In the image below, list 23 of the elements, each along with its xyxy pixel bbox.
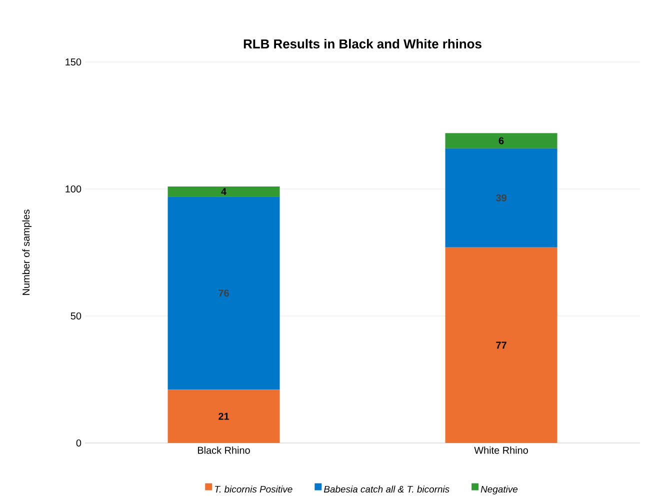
bar bbox=[445, 247, 558, 443]
legend-label: Negative bbox=[480, 486, 518, 494]
y-tick-label: 150 bbox=[66, 58, 82, 66]
bar bbox=[168, 196, 280, 390]
data-label: 21 bbox=[218, 412, 230, 420]
legend-label: T. bicornis Positive bbox=[214, 486, 292, 493]
data-label: 4 bbox=[221, 188, 226, 195]
data-label: 39 bbox=[496, 194, 506, 202]
x-tick-label: White Rhino bbox=[474, 446, 528, 454]
data-label: 6 bbox=[498, 137, 504, 144]
y-tick-label: 50 bbox=[70, 312, 82, 320]
y-axis-title: Number of samples bbox=[22, 210, 32, 295]
bar bbox=[168, 186, 280, 197]
bar bbox=[445, 133, 558, 148]
legend-label: Babesia catch all & T. bicornis bbox=[324, 486, 450, 493]
data-label: 76 bbox=[218, 290, 229, 297]
x-tick-label: Black Rhino bbox=[198, 446, 250, 454]
chart-title: RLB Results in Black and White rhinos bbox=[244, 38, 482, 48]
bar bbox=[168, 390, 280, 443]
y-tick-label: 0 bbox=[76, 439, 82, 447]
bar bbox=[445, 148, 558, 248]
y-tick-label: 100 bbox=[66, 185, 82, 193]
data-label: 77 bbox=[496, 342, 506, 349]
